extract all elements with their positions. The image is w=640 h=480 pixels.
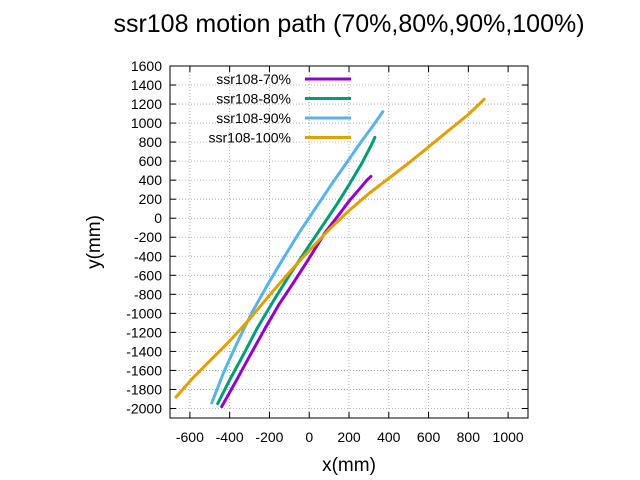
- y-axis-label: y(mm): [84, 215, 105, 269]
- y-tick-label: 200: [139, 191, 163, 207]
- legend: ssr108-70% ssr108-80% ssr108-90% ssr108-100…: [209, 71, 351, 146]
- y-tick-label: 1200: [131, 96, 162, 112]
- y-tick-label: -400: [134, 248, 162, 264]
- y-tick-label: -1600: [126, 362, 162, 378]
- x-axis-label: x(mm): [322, 455, 376, 476]
- y-tick-label: -1400: [126, 343, 162, 359]
- legend-label: ssr108-80%: [216, 91, 291, 107]
- x-tick-label: 600: [417, 429, 441, 445]
- series-line-1: [220, 174, 373, 409]
- y-tick-label: -200: [134, 229, 162, 245]
- x-tick-label: 0: [305, 429, 313, 445]
- x-tick-label: 800: [457, 429, 481, 445]
- legend-label: ssr108-70%: [216, 71, 291, 87]
- y-tick-label: 1600: [131, 58, 162, 74]
- y-tick-label: -2000: [126, 400, 162, 416]
- x-tick-label: -600: [176, 429, 204, 445]
- legend-label: ssr108-90%: [216, 110, 291, 126]
- y-tick-label: -1200: [126, 324, 162, 340]
- legend-label: ssr108-100%: [209, 130, 292, 146]
- x-tick-label: 1000: [493, 429, 524, 445]
- x-tick-label: 200: [337, 429, 361, 445]
- y-tick-label: 1400: [131, 77, 162, 93]
- x-tick-label: -200: [255, 429, 283, 445]
- y-tick-label: -600: [134, 267, 162, 283]
- y-tick-label: -1800: [126, 381, 162, 397]
- y-tick-label: 0: [154, 210, 162, 226]
- chart-title: ssr108 motion path (70%,80%,90%,100%): [113, 10, 584, 38]
- series-line-2: [216, 135, 377, 406]
- series-line-4: [174, 97, 486, 399]
- ticks: -600 -400 -200 0 200 400 600 800 100016001400120…: [126, 58, 528, 445]
- series-line-3: [210, 110, 385, 405]
- y-tick-label: 400: [139, 172, 163, 188]
- y-tick-label: -800: [134, 286, 162, 302]
- y-tick-label: 1000: [131, 115, 162, 131]
- y-tick-label: 800: [139, 134, 163, 150]
- y-tick-label: -1000: [126, 305, 162, 321]
- series-layer: [174, 97, 486, 409]
- x-tick-label: 400: [377, 429, 401, 445]
- x-tick-label: -400: [216, 429, 244, 445]
- y-tick-label: 600: [139, 153, 163, 169]
